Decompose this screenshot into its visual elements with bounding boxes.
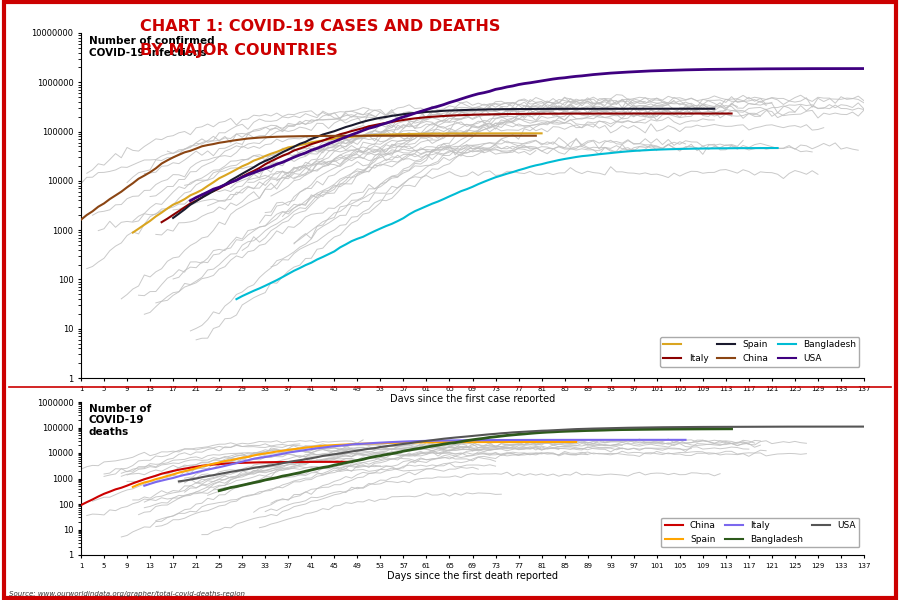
- Text: Number of confirmed
COVID-19 infections: Number of confirmed COVID-19 infections: [89, 37, 214, 58]
- X-axis label: Days since the first case reported: Days since the first case reported: [390, 394, 555, 404]
- X-axis label: Days since the first death reported: Days since the first death reported: [387, 571, 558, 581]
- Text: CHART 1: COVID-19 CASES AND DEATHS: CHART 1: COVID-19 CASES AND DEATHS: [140, 19, 500, 34]
- Legend: , Italy, Spain, China, Bangladesh, USA: , Italy, Spain, China, Bangladesh, USA: [660, 337, 859, 367]
- Text: Number of
COVID-19
deaths: Number of COVID-19 deaths: [89, 404, 151, 437]
- Text: Source: www.ourworldindata.org/grapher/total-covid-deaths-region: Source: www.ourworldindata.org/grapher/t…: [9, 591, 245, 597]
- Text: BY MAJOR COUNTRIES: BY MAJOR COUNTRIES: [140, 43, 338, 58]
- Legend: China, Spain, Italy, Bangladesh, USA: China, Spain, Italy, Bangladesh, USA: [661, 518, 860, 547]
